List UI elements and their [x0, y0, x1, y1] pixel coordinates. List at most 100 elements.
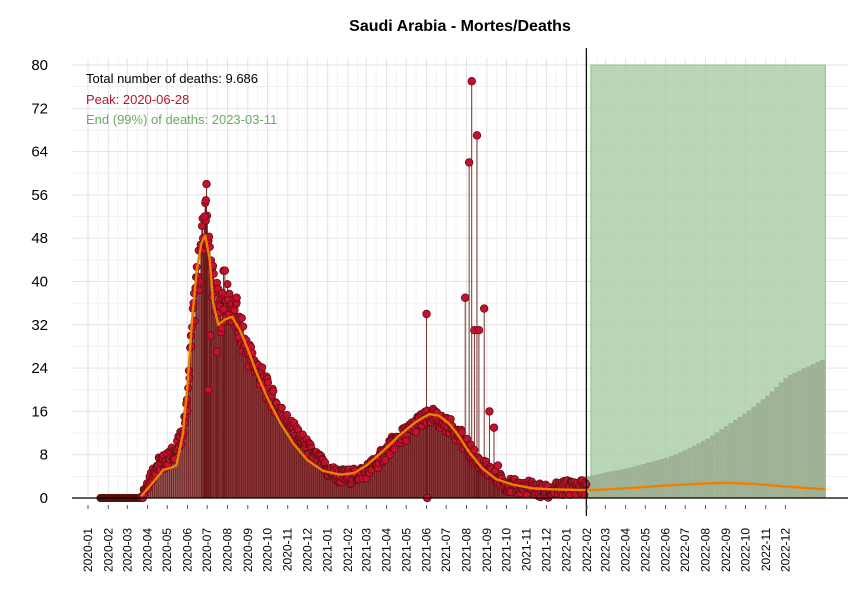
x-tick-label: 2021-04 [380, 528, 394, 572]
x-tick-label: 2020-12 [300, 528, 314, 572]
deaths-point [218, 288, 227, 297]
forecast-bar [723, 426, 729, 498]
forecast-bar [751, 406, 756, 498]
forecast-bar [641, 463, 646, 498]
deaths-point [412, 428, 421, 437]
deaths-point [457, 428, 466, 437]
forecast-bar [618, 469, 624, 498]
spike-point [493, 461, 503, 470]
chart-title: Saudi Arabia - Mortes/Deaths [349, 18, 571, 35]
deaths-point [402, 436, 411, 445]
y-tick-label: 64 [31, 144, 48, 161]
x-tick-label: 2022-02 [580, 528, 594, 572]
y-tick-label: 48 [31, 230, 48, 247]
forecast-bar [668, 456, 674, 498]
x-tick-label: 2022-09 [719, 528, 733, 572]
forecast-bar [632, 466, 637, 498]
forecast-bar [820, 359, 825, 498]
annotation-total: Total number of deaths: 9.686 [86, 71, 258, 86]
forecast-bar [636, 465, 642, 498]
annotation-end: End (99%) of deaths: 2023-03-11 [86, 112, 277, 127]
deaths-point [277, 403, 286, 412]
y-tick-label: 24 [31, 360, 48, 377]
x-tick-label: 2021-06 [420, 528, 434, 572]
spike-point [464, 158, 474, 167]
forecast-bar [733, 419, 738, 498]
y-tick-label: 40 [31, 274, 48, 291]
x-tick-label: 2021-09 [480, 528, 494, 572]
y-tick-label: 32 [31, 317, 48, 334]
spike-point [467, 77, 476, 86]
spike-point [422, 309, 431, 319]
x-tick-label: 2020-09 [241, 528, 255, 572]
x-tick-label: 2022-12 [778, 528, 792, 572]
spike-point [460, 293, 470, 302]
forecast-bar [778, 382, 784, 498]
y-tick-label: 16 [31, 403, 48, 420]
x-tick-label: 2021-07 [439, 528, 453, 572]
forecast-bar [719, 429, 724, 498]
forecast-bar [746, 410, 752, 498]
x-tick-label: 2020-10 [260, 528, 274, 572]
x-axis-ticks: 2020-01 2020-02 2020-03 2020-04 2020-05 2020-… [81, 505, 792, 572]
x-tick-label: 2020-03 [120, 528, 134, 572]
reference-lines-layer [72, 48, 848, 516]
spike-point [472, 131, 482, 140]
forecast-bar [705, 438, 711, 498]
forecast-bar [659, 458, 665, 498]
x-tick-label: 2021-05 [399, 528, 413, 572]
spike-point [212, 347, 222, 357]
x-tick-label: 2020-07 [200, 528, 214, 572]
spike-point [201, 196, 211, 205]
forecast-bar [742, 413, 747, 498]
x-tick-label: 2021-02 [341, 528, 355, 572]
forecast-bar [765, 395, 770, 498]
forecast-bar [673, 454, 679, 498]
x-tick-label: 2022-06 [659, 528, 673, 572]
deaths-point [195, 277, 204, 286]
deaths-point [237, 314, 246, 323]
x-tick-label: 2020-01 [81, 528, 95, 572]
deaths-point [258, 363, 267, 372]
forecast-bar [664, 457, 669, 498]
x-tick-label: 2022-03 [598, 528, 612, 572]
spike-point [206, 331, 215, 340]
smoothed-trend-layer [140, 234, 826, 498]
deaths-point [321, 458, 330, 467]
forecast-bar [627, 467, 633, 498]
y-tick-label: 8 [40, 447, 48, 464]
forecast-bar [609, 471, 614, 498]
y-tick-label: 0 [40, 490, 48, 507]
forecast-bar [792, 372, 798, 498]
deaths-point [385, 450, 394, 459]
forecast-bar [728, 423, 734, 498]
deaths-point [195, 286, 204, 295]
x-tick-label: 2020-08 [220, 528, 234, 572]
forecast-bar [623, 468, 628, 498]
deaths-point [223, 280, 232, 289]
x-tick-label: 2022-10 [738, 528, 752, 572]
spike-point [489, 423, 499, 432]
forecast-bar [806, 366, 811, 498]
deaths-point [390, 445, 399, 454]
x-tick-label: 2020-04 [141, 528, 155, 572]
forecast-bar [824, 357, 826, 498]
forecast-bar [595, 474, 601, 498]
forecast-bar [797, 370, 802, 498]
x-tick-label: 2022-05 [638, 528, 652, 572]
x-tick-label: 2020-02 [101, 528, 115, 572]
x-tick-label: 2020-06 [181, 528, 195, 572]
forecast-bar [737, 416, 743, 498]
deaths-point [381, 455, 390, 464]
forecast-bar [700, 440, 706, 498]
x-tick-label: 2022-04 [619, 528, 633, 572]
forecast-bars-layer [586, 357, 826, 498]
smoothed-trend-line [140, 234, 826, 498]
spike-point [232, 293, 241, 302]
spike-point [485, 407, 494, 416]
forecast-bar [645, 462, 651, 498]
spike-point [202, 179, 211, 189]
y-tick-label: 80 [31, 57, 48, 74]
y-tick-label: 72 [31, 100, 48, 117]
